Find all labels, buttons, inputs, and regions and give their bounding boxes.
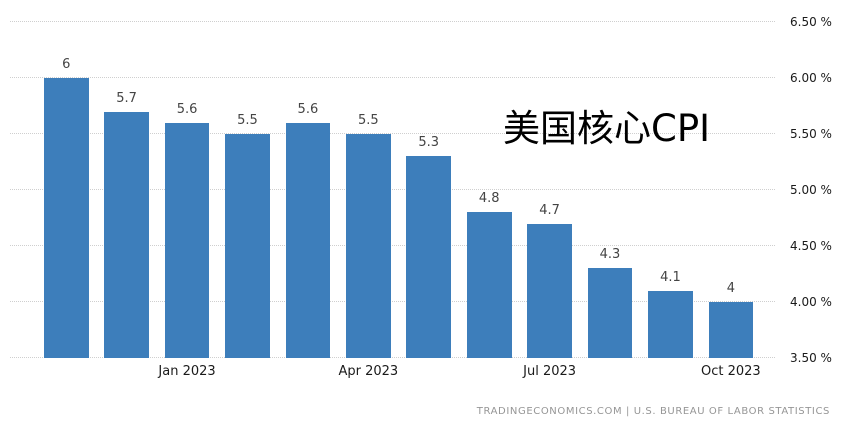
bar <box>104 111 149 358</box>
y-tick-label: 6.00 % <box>790 71 832 85</box>
bar-group: 5.7 <box>96 22 156 358</box>
x-tick-label <box>278 364 338 379</box>
x-tick-label: Jul 2023 <box>523 364 577 379</box>
bars-row: 6 5.7 5.6 5.5 5.6 5.5 5.3 4.8 4.7 4.3 4.1 4 <box>36 22 761 358</box>
gridline <box>10 21 775 22</box>
bar-group: 5.6 <box>278 22 338 358</box>
bar-value-label: 6 <box>62 57 71 72</box>
x-tick-label <box>96 364 156 379</box>
bar-group: 5.5 <box>217 22 277 358</box>
bar-value-label: 5.5 <box>237 113 258 128</box>
bar-group: 4 <box>701 22 761 358</box>
bar-group: 4.3 <box>580 22 640 358</box>
bar <box>43 78 89 358</box>
bar-group: 5.3 <box>399 22 459 358</box>
y-tick-label: 5.50 % <box>790 127 832 141</box>
gridline <box>10 77 775 78</box>
x-tick-label <box>399 364 459 379</box>
bar-value-label: 4.8 <box>478 191 500 207</box>
bar-value-label: 4.7 <box>539 202 560 218</box>
x-tick-label <box>36 364 96 379</box>
bar-value-label: 5.3 <box>418 135 440 151</box>
bar-group: 4.7 <box>519 22 579 358</box>
bar-value-label: 5.6 <box>176 101 198 117</box>
bar <box>345 134 391 358</box>
y-tick-label: 4.00 % <box>790 295 832 309</box>
bar-group: 6 <box>36 22 96 358</box>
y-tick-label: 3.50 % <box>790 351 832 365</box>
gridline <box>10 245 775 246</box>
y-tick-label: 4.50 % <box>790 239 832 253</box>
bar <box>527 223 572 358</box>
y-tick-label: 6.50 % <box>790 15 832 29</box>
x-tick-label <box>640 364 700 379</box>
plot-area: 6 5.7 5.6 5.5 5.6 5.5 5.3 4.8 4.7 4.3 4.1 4 <box>10 21 775 358</box>
x-tick-label <box>580 364 640 379</box>
gridline <box>10 189 775 190</box>
bar-value-label: 4 <box>726 281 735 296</box>
bar-value-label: 4.1 <box>660 269 681 285</box>
bar <box>648 290 693 358</box>
x-tick-label: Oct 2023 <box>701 364 761 379</box>
bar <box>708 302 754 358</box>
bar <box>587 268 633 358</box>
x-axis-labels: Jan 2023 Apr 2023 Jul 2023 Oct 2023 <box>36 364 761 379</box>
x-tick-label <box>459 364 519 379</box>
chart-title: 美国核心CPI <box>503 107 711 150</box>
gridline <box>10 301 775 302</box>
gridline <box>10 133 775 134</box>
bar <box>466 212 512 358</box>
gridlines <box>10 21 775 358</box>
x-tick-label: Jan 2023 <box>158 364 216 379</box>
bar <box>406 156 452 358</box>
bar-group: 4.8 <box>459 22 519 358</box>
bar-value-label: 5.6 <box>297 101 319 117</box>
bar-value-label: 5.7 <box>116 90 137 106</box>
x-tick-label: Apr 2023 <box>338 364 399 379</box>
bar <box>285 122 331 358</box>
bar-group: 5.6 <box>157 22 217 358</box>
bar <box>225 134 270 358</box>
source-attribution: TRADINGECONOMICS.COM | U.S. BUREAU OF LA… <box>476 406 830 417</box>
y-tick-label: 5.00 % <box>790 183 832 197</box>
bar-group: 5.5 <box>338 22 398 358</box>
bar <box>164 122 210 358</box>
gridline <box>10 357 775 358</box>
bar-group: 4.1 <box>640 22 700 358</box>
x-tick-label <box>217 364 277 379</box>
y-axis-labels: 3.50 % 4.00 % 4.50 % 5.00 % 5.50 % 6.00 % 6.50… <box>790 16 856 364</box>
bar-value-label: 5.5 <box>357 113 379 128</box>
bar-value-label: 4.3 <box>599 247 621 263</box>
